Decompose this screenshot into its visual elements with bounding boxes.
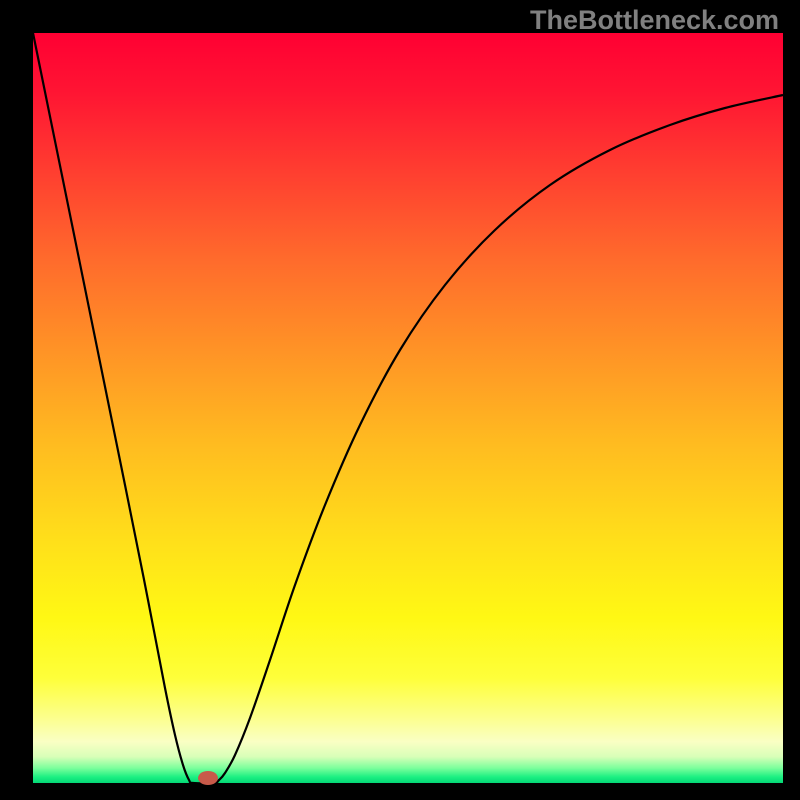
chart-container: TheBottleneck.com (0, 0, 800, 800)
bottleneck-curve (33, 33, 783, 783)
optimal-marker (198, 771, 218, 785)
watermark-text: TheBottleneck.com (530, 5, 779, 36)
curve-layer (0, 0, 800, 800)
